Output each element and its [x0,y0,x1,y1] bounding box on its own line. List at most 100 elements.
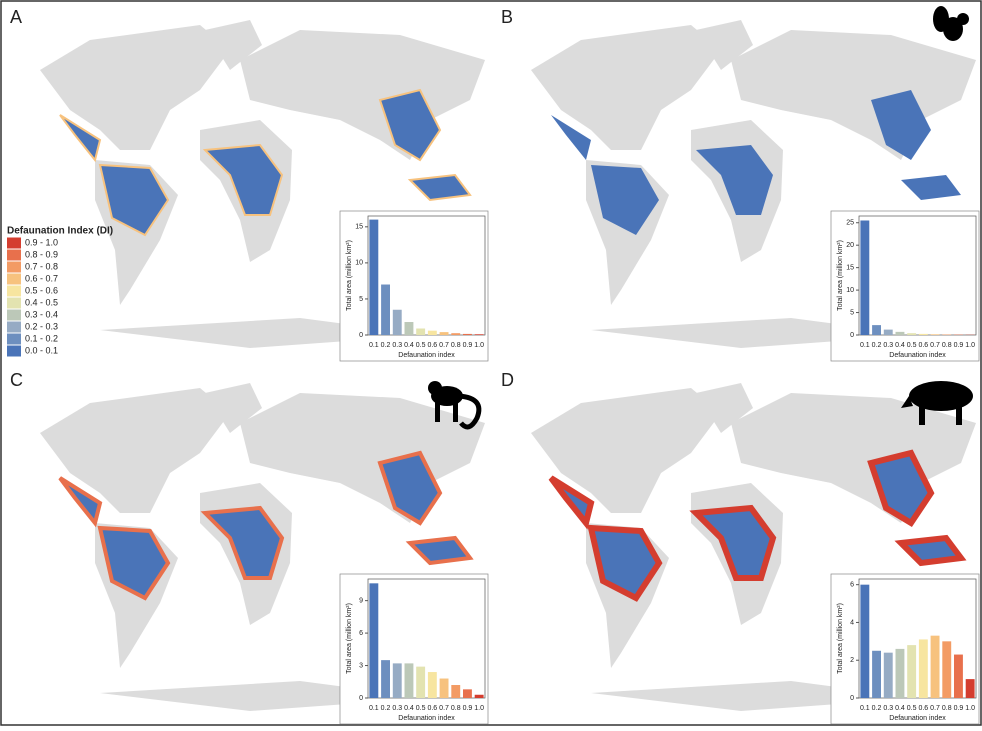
bar [896,649,905,698]
bar [860,220,869,335]
bar [475,695,484,698]
x-tick-label: 0.9 [954,705,964,712]
bar [428,672,437,698]
x-tick-label: 0.8 [942,342,952,349]
legend-swatch [7,274,21,285]
x-tick-label: 0.4 [404,705,414,712]
legend-swatch [7,238,21,249]
y-tick-label: 0 [359,695,363,702]
x-tick-label: 0.7 [930,342,940,349]
x-tick-label: 0.3 [883,342,893,349]
panel-label: C [10,370,23,390]
bar [440,679,449,698]
bar [907,333,916,335]
bar [405,663,414,698]
bar [872,651,881,698]
x-tick-label: 0.9 [463,342,473,349]
bar [966,679,975,698]
x-tick-label: 0.9 [954,342,964,349]
legend-swatch [7,262,21,273]
bar [451,685,460,698]
legend-label: 0.5 - 0.6 [25,285,58,295]
x-tick-label: 0.3 [392,342,402,349]
legend-label: 0.7 - 0.8 [25,261,58,271]
bar [393,310,402,335]
legend-label: 0.0 - 0.1 [25,345,58,355]
bar [451,333,460,335]
x-tick-label: 0.1 [369,342,379,349]
x-tick-label: 1.0 [965,705,975,712]
y-tick-label: 4 [850,619,854,626]
x-tick-label: 1.0 [474,342,484,349]
legend-swatch [7,250,21,261]
legend-swatch [7,298,21,309]
x-tick-label: 0.2 [872,705,882,712]
y-tick-label: 15 [355,224,363,231]
bar [416,329,425,335]
bar [919,639,928,698]
y-axis-label: Total area (million km²) [346,240,353,311]
y-tick-label: 10 [355,260,363,267]
legend-label: 0.1 - 0.2 [25,333,58,343]
x-tick-label: 0.2 [381,705,391,712]
bar [931,334,940,335]
legend-label: 0.2 - 0.3 [25,321,58,331]
y-tick-label: 6 [850,582,854,589]
x-tick-label: 0.5 [907,705,917,712]
y-tick-label: 2 [850,657,854,664]
y-tick-label: 0 [850,332,854,339]
x-axis-label: Defaunation index [889,352,946,359]
y-tick-label: 25 [846,220,854,227]
x-axis-label: Defaunation index [398,715,455,722]
y-tick-label: 10 [846,287,854,294]
x-axis-label: Defaunation index [889,715,946,722]
y-axis-label: Total area (million km²) [837,603,844,674]
bar [475,334,484,335]
legend-swatch [7,346,21,357]
x-tick-label: 0.3 [883,705,893,712]
panel-label: D [501,370,514,390]
x-tick-label: 0.5 [416,705,426,712]
x-tick-label: 0.7 [439,342,449,349]
x-tick-label: 0.6 [427,342,437,349]
bar [381,660,390,698]
bar [954,655,963,698]
x-tick-label: 0.5 [416,342,426,349]
bar [369,220,378,335]
x-tick-label: 0.5 [907,342,917,349]
legend-title: Defaunation Index (DI) [7,226,113,237]
bar [884,653,893,698]
legend-label: 0.9 - 1.0 [25,237,58,247]
x-tick-label: 1.0 [965,342,975,349]
y-tick-label: 15 [846,264,854,271]
legend-label: 0.4 - 0.5 [25,297,58,307]
bar [463,689,472,698]
bar [872,325,881,335]
x-tick-label: 1.0 [474,705,484,712]
x-tick-label: 0.3 [392,705,402,712]
bar [860,585,869,698]
legend-swatch [7,322,21,333]
x-tick-label: 0.6 [918,342,928,349]
legend-label: 0.6 - 0.7 [25,273,58,283]
legend-label: 0.8 - 0.9 [25,249,58,259]
bar [942,641,951,698]
x-tick-label: 0.8 [451,705,461,712]
bar [393,663,402,698]
bar [440,332,449,335]
x-tick-label: 0.8 [451,342,461,349]
y-tick-label: 3 [359,662,363,669]
legend-label: 0.3 - 0.4 [25,309,58,319]
x-axis-label: Defaunation index [398,352,455,359]
x-tick-label: 0.9 [463,705,473,712]
x-tick-label: 0.4 [895,705,905,712]
legend-swatch [7,334,21,345]
y-tick-label: 0 [359,332,363,339]
bar [381,285,390,335]
x-tick-label: 0.2 [872,342,882,349]
x-tick-label: 0.1 [860,705,870,712]
bar [931,636,940,698]
y-axis-label: Total area (million km²) [837,240,844,311]
x-tick-label: 0.4 [895,342,905,349]
